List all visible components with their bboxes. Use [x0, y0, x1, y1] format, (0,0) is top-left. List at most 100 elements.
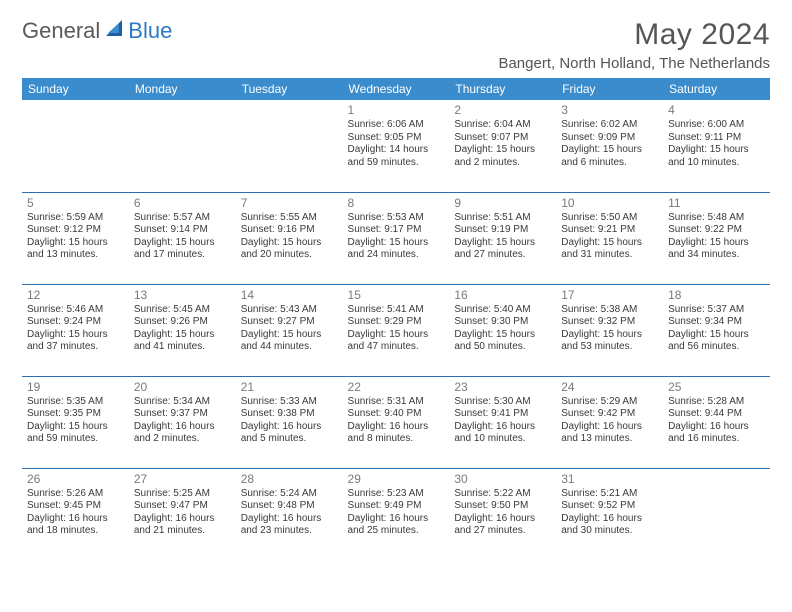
sunrise-text: Sunrise: 5:29 AM [561, 396, 658, 409]
daylight-text: Daylight: 15 hours and 24 minutes. [348, 237, 445, 262]
calendar-cell: 7Sunrise: 5:55 AMSunset: 9:16 PMDaylight… [236, 192, 343, 284]
day-number: 14 [241, 288, 338, 302]
day-info: Sunrise: 5:30 AMSunset: 9:41 PMDaylight:… [454, 396, 551, 446]
sunset-text: Sunset: 9:26 PM [134, 316, 231, 329]
calendar-week: 12Sunrise: 5:46 AMSunset: 9:24 PMDayligh… [22, 284, 770, 376]
day-number: 3 [561, 103, 658, 117]
calendar-week: 5 Sunrise: 5:59 AMSunset: 9:12 PMDaylight… [22, 192, 770, 284]
sunset-text: Sunset: 9:34 PM [668, 316, 765, 329]
day-info: Sunrise: 6:04 AMSunset: 9:07 PMDaylight:… [454, 119, 551, 169]
day-info: Sunrise: 5:43 AMSunset: 9:27 PMDaylight:… [241, 304, 338, 354]
calendar-cell: 26Sunrise: 5:26 AMSunset: 9:45 PMDayligh… [22, 468, 129, 560]
day-number: 11 [668, 196, 765, 210]
sunrise-text: Sunrise: 5:59 AM [27, 212, 124, 225]
calendar-cell: 21Sunrise: 5:33 AMSunset: 9:38 PMDayligh… [236, 376, 343, 468]
sunrise-text: Sunrise: 5:26 AM [27, 488, 124, 501]
day-number: 8 [348, 196, 445, 210]
sunset-text: Sunset: 9:48 PM [241, 500, 338, 513]
calendar-cell: 15Sunrise: 5:41 AMSunset: 9:29 PMDayligh… [343, 284, 450, 376]
day-info: Sunrise: 5:59 AMSunset: 9:12 PMDaylight:… [27, 212, 124, 262]
daylight-text: Daylight: 16 hours and 10 minutes. [454, 421, 551, 446]
calendar-cell: 6Sunrise: 5:57 AMSunset: 9:14 PMDaylight… [129, 192, 236, 284]
daylight-text: Daylight: 16 hours and 25 minutes. [348, 513, 445, 538]
daylight-text: Daylight: 16 hours and 2 minutes. [134, 421, 231, 446]
calendar-cell: 2Sunrise: 6:04 AMSunset: 9:07 PMDaylight… [449, 100, 556, 192]
dow-sunday: Sunday [22, 78, 129, 100]
day-info: Sunrise: 5:23 AMSunset: 9:49 PMDaylight:… [348, 488, 445, 538]
daylight-text: Daylight: 15 hours and 59 minutes. [27, 421, 124, 446]
sunrise-text: Sunrise: 5:23 AM [348, 488, 445, 501]
daylight-text: Daylight: 15 hours and 53 minutes. [561, 329, 658, 354]
day-number: 7 [241, 196, 338, 210]
calendar-cell: 16Sunrise: 5:40 AMSunset: 9:30 PMDayligh… [449, 284, 556, 376]
day-info: Sunrise: 5:33 AMSunset: 9:38 PMDaylight:… [241, 396, 338, 446]
sunrise-text: Sunrise: 5:37 AM [668, 304, 765, 317]
calendar-cell: 8Sunrise: 5:53 AMSunset: 9:17 PMDaylight… [343, 192, 450, 284]
day-info: Sunrise: 5:24 AMSunset: 9:48 PMDaylight:… [241, 488, 338, 538]
daylight-text: Daylight: 16 hours and 18 minutes. [27, 513, 124, 538]
calendar-cell: 3 Sunrise: 6:02 AMSunset: 9:09 PMDaylight… [556, 100, 663, 192]
calendar-cell: 14 Sunrise: 5:43 AMSunset: 9:27 PMDayligh… [236, 284, 343, 376]
daylight-text: Daylight: 15 hours and 44 minutes. [241, 329, 338, 354]
day-number: 26 [27, 472, 124, 486]
calendar-cell [129, 100, 236, 192]
day-info: Sunrise: 5:35 AMSunset: 9:35 PMDaylight:… [27, 396, 124, 446]
sunset-text: Sunset: 9:21 PM [561, 224, 658, 237]
day-info: Sunrise: 5:34 AMSunset: 9:37 PMDaylight:… [134, 396, 231, 446]
daylight-text: Daylight: 16 hours and 27 minutes. [454, 513, 551, 538]
calendar-cell: 23Sunrise: 5:30 AMSunset: 9:41 PMDayligh… [449, 376, 556, 468]
daylight-text: Daylight: 15 hours and 10 minutes. [668, 144, 765, 169]
sunrise-text: Sunrise: 5:24 AM [241, 488, 338, 501]
calendar-cell: 17Sunrise: 5:38 AMSunset: 9:32 PMDayligh… [556, 284, 663, 376]
day-info: Sunrise: 5:28 AMSunset: 9:44 PMDaylight:… [668, 396, 765, 446]
title-block: May 2024 Bangert, North Holland, The Net… [498, 18, 770, 72]
day-info: Sunrise: 5:51 AMSunset: 9:19 PMDaylight:… [454, 212, 551, 262]
sunset-text: Sunset: 9:30 PM [454, 316, 551, 329]
sunset-text: Sunset: 9:19 PM [454, 224, 551, 237]
day-info: Sunrise: 5:22 AMSunset: 9:50 PMDaylight:… [454, 488, 551, 538]
day-number: 22 [348, 380, 445, 394]
sunset-text: Sunset: 9:29 PM [348, 316, 445, 329]
daylight-text: Daylight: 15 hours and 13 minutes. [27, 237, 124, 262]
calendar-cell [663, 468, 770, 560]
day-info: Sunrise: 6:02 AMSunset: 9:09 PMDaylight:… [561, 119, 658, 169]
calendar-week: 26Sunrise: 5:26 AMSunset: 9:45 PMDayligh… [22, 468, 770, 560]
daylight-text: Daylight: 15 hours and 6 minutes. [561, 144, 658, 169]
daylight-text: Daylight: 14 hours and 59 minutes. [348, 144, 445, 169]
dow-row: Sunday Monday Tuesday Wednesday Thursday… [22, 78, 770, 100]
daylight-text: Daylight: 16 hours and 16 minutes. [668, 421, 765, 446]
sunset-text: Sunset: 9:41 PM [454, 408, 551, 421]
calendar-cell: 10Sunrise: 5:50 AMSunset: 9:21 PMDayligh… [556, 192, 663, 284]
sunset-text: Sunset: 9:07 PM [454, 132, 551, 145]
header: General Blue May 2024 Bangert, North Hol… [22, 18, 770, 72]
brand-part1: General [22, 18, 100, 44]
sunrise-text: Sunrise: 5:55 AM [241, 212, 338, 225]
sunset-text: Sunset: 9:42 PM [561, 408, 658, 421]
month-title: May 2024 [498, 18, 770, 52]
day-number: 1 [348, 103, 445, 117]
sunset-text: Sunset: 9:44 PM [668, 408, 765, 421]
sunrise-text: Sunrise: 5:50 AM [561, 212, 658, 225]
day-number: 18 [668, 288, 765, 302]
day-number: 5 [27, 196, 124, 210]
day-info: Sunrise: 5:57 AMSunset: 9:14 PMDaylight:… [134, 212, 231, 262]
calendar-cell: 13Sunrise: 5:45 AMSunset: 9:26 PMDayligh… [129, 284, 236, 376]
day-number: 28 [241, 472, 338, 486]
sunset-text: Sunset: 9:35 PM [27, 408, 124, 421]
day-info: Sunrise: 5:29 AMSunset: 9:42 PMDaylight:… [561, 396, 658, 446]
day-number: 30 [454, 472, 551, 486]
day-info: Sunrise: 5:46 AMSunset: 9:24 PMDaylight:… [27, 304, 124, 354]
daylight-text: Daylight: 15 hours and 37 minutes. [27, 329, 124, 354]
sunrise-text: Sunrise: 5:31 AM [348, 396, 445, 409]
day-number: 9 [454, 196, 551, 210]
daylight-text: Daylight: 16 hours and 30 minutes. [561, 513, 658, 538]
calendar-week: 1Sunrise: 6:06 AMSunset: 9:05 PMDaylight… [22, 100, 770, 192]
dow-tuesday: Tuesday [236, 78, 343, 100]
day-number: 4 [668, 103, 765, 117]
day-number: 27 [134, 472, 231, 486]
sunrise-text: Sunrise: 5:41 AM [348, 304, 445, 317]
day-info: Sunrise: 5:21 AMSunset: 9:52 PMDaylight:… [561, 488, 658, 538]
sunset-text: Sunset: 9:09 PM [561, 132, 658, 145]
dow-thursday: Thursday [449, 78, 556, 100]
daylight-text: Daylight: 15 hours and 31 minutes. [561, 237, 658, 262]
